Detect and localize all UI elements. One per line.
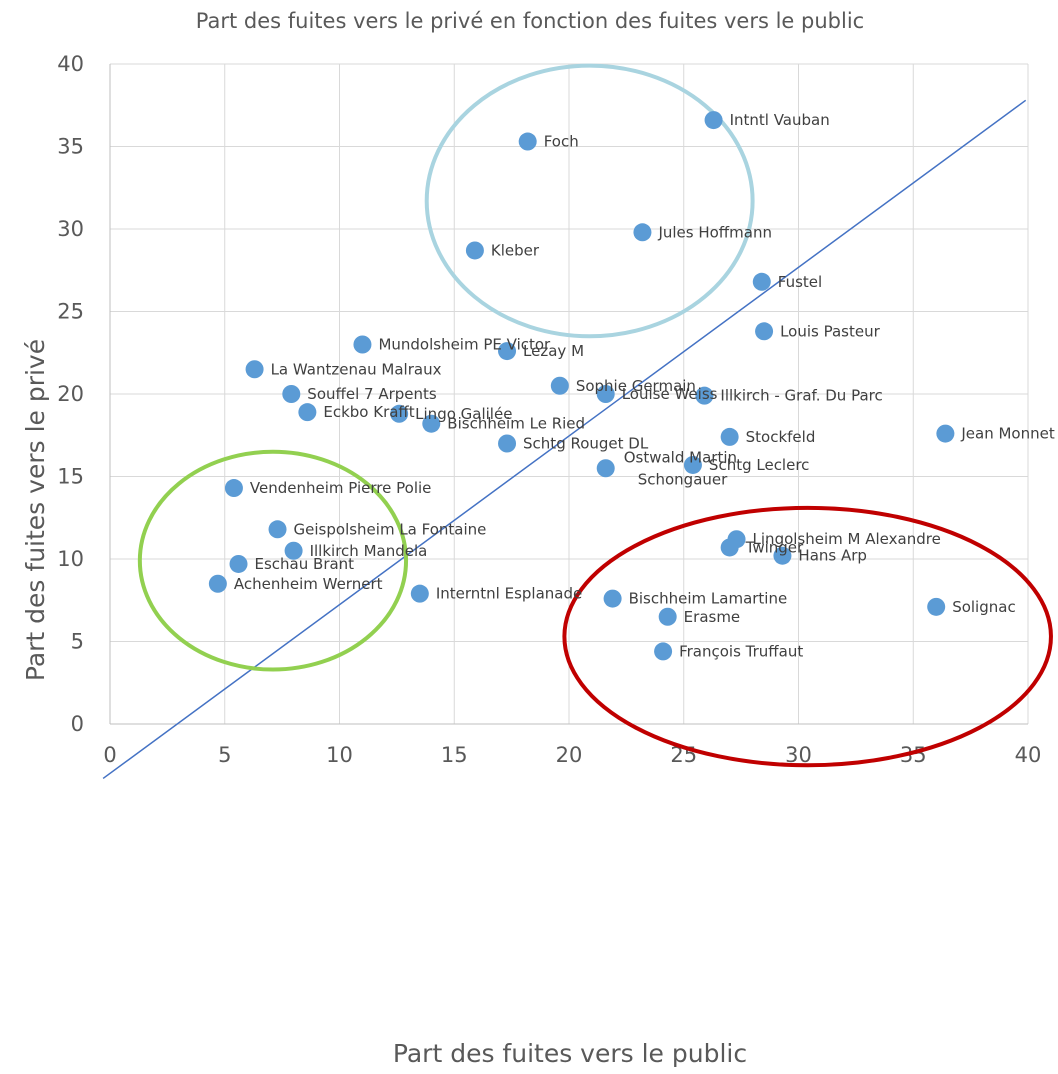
y-tick-label: 40 bbox=[57, 52, 84, 76]
point-label: Intntl Vauban bbox=[730, 111, 830, 129]
y-tick-label: 10 bbox=[57, 547, 84, 571]
data-point bbox=[658, 607, 677, 626]
point-label: Kleber bbox=[491, 241, 540, 259]
data-point bbox=[695, 386, 714, 405]
point-label: Souffel 7 Arpents bbox=[307, 385, 437, 403]
point-label: La Wantzenau Malraux bbox=[271, 360, 442, 378]
data-point bbox=[284, 541, 303, 560]
data-point bbox=[654, 642, 673, 661]
data-point bbox=[353, 335, 372, 354]
y-tick-label: 25 bbox=[57, 300, 84, 324]
point-label: Interntnl Esplanade bbox=[436, 585, 582, 603]
data-point bbox=[298, 403, 317, 422]
point-label: Illkirch - Graf. Du Parc bbox=[720, 387, 882, 405]
point-label: Eschau Brant bbox=[255, 555, 355, 573]
x-axis-title: Part des fuites vers le public bbox=[393, 1039, 747, 1068]
data-point bbox=[390, 404, 409, 423]
point-label: Bischheim Lamartine bbox=[629, 590, 788, 608]
y-tick-label: 30 bbox=[57, 217, 84, 241]
point-label: Schongauer bbox=[638, 470, 728, 488]
point-label: Jules Hoffmann bbox=[657, 223, 772, 241]
point-label: Erasme bbox=[684, 608, 741, 626]
data-point bbox=[282, 385, 301, 403]
point-label: Lingolsheim M Alexandre bbox=[753, 530, 941, 548]
data-point bbox=[498, 342, 517, 361]
point-label: Eckbo Krafft bbox=[323, 403, 414, 421]
point-label: Jean Monnet bbox=[960, 425, 1054, 443]
point-label: Solignac bbox=[952, 598, 1016, 616]
data-point bbox=[596, 459, 615, 478]
data-point bbox=[224, 479, 243, 498]
point-label: Hans Arp bbox=[798, 547, 867, 565]
y-axis-title: Part des fuites vers le privé bbox=[21, 339, 50, 681]
data-point bbox=[720, 538, 739, 557]
y-tick-label: 35 bbox=[57, 135, 84, 159]
y-tick-label: 20 bbox=[57, 382, 84, 406]
x-tick-label: 40 bbox=[1015, 743, 1042, 767]
point-label: Sophie Germain bbox=[576, 377, 696, 395]
data-point bbox=[422, 414, 441, 433]
data-point bbox=[773, 546, 792, 565]
x-tick-label: 20 bbox=[556, 743, 583, 767]
point-label: François Truffaut bbox=[679, 642, 803, 660]
data-point bbox=[465, 241, 484, 260]
x-tick-label: 10 bbox=[326, 743, 353, 767]
highlight-ellipse bbox=[137, 449, 409, 672]
point-label: Louis Pasteur bbox=[780, 322, 881, 340]
data-point bbox=[498, 434, 517, 453]
trendline bbox=[102, 99, 1027, 780]
point-label: Illkirch Mandela bbox=[310, 542, 428, 560]
data-points bbox=[208, 111, 955, 661]
x-tick-label: 5 bbox=[218, 743, 231, 767]
data-point bbox=[268, 520, 287, 539]
data-point bbox=[229, 554, 248, 573]
y-tick-label: 15 bbox=[57, 465, 84, 489]
y-tick-label: 5 bbox=[71, 630, 84, 654]
data-point bbox=[245, 360, 264, 379]
point-label: Geispolsheim La Fontaine bbox=[294, 520, 487, 538]
data-point bbox=[410, 584, 429, 603]
data-point bbox=[550, 376, 569, 395]
point-label: Lezay M bbox=[523, 342, 584, 360]
point-label: Ostwald Martin bbox=[624, 448, 737, 466]
data-point bbox=[596, 385, 615, 403]
point-label: Foch bbox=[544, 133, 579, 151]
highlight-ellipse bbox=[424, 63, 755, 339]
point-label: Fustel bbox=[778, 273, 822, 291]
data-point bbox=[633, 223, 652, 242]
highlight-ellipses bbox=[137, 63, 1053, 768]
point-label: Louise Weiss bbox=[622, 385, 718, 403]
data-point bbox=[208, 574, 227, 593]
data-point bbox=[720, 427, 739, 446]
y-tick-label: 0 bbox=[71, 712, 84, 736]
point-label: Twinger bbox=[745, 538, 804, 556]
point-label: Schtg Rouget DL bbox=[523, 435, 649, 453]
data-point bbox=[936, 424, 955, 443]
point-label: Mundolsheim PE Victor bbox=[378, 336, 551, 354]
data-point bbox=[518, 132, 537, 151]
point-label: Vendenheim Pierre Polie bbox=[250, 479, 431, 497]
point-label: Stockfeld bbox=[746, 428, 816, 446]
data-point bbox=[755, 322, 774, 341]
data-point bbox=[927, 597, 946, 616]
data-point bbox=[704, 111, 723, 130]
point-label: Lingo Galilée bbox=[415, 405, 512, 423]
grid bbox=[110, 63, 1029, 724]
data-point bbox=[603, 589, 622, 608]
data-point bbox=[752, 272, 771, 291]
point-label: Achenheim Wernert bbox=[234, 575, 383, 593]
trendline-layer bbox=[102, 99, 1027, 780]
x-tick-label: 0 bbox=[103, 743, 116, 767]
chart-title: Part des fuites vers le privé en fonctio… bbox=[196, 9, 864, 33]
data-point bbox=[683, 455, 702, 474]
highlight-ellipse bbox=[562, 505, 1053, 768]
point-label: Bischheim Le Ried bbox=[447, 415, 585, 433]
point-labels: Intntl Vauban Foch Jules Hoffmann Kleber Fus… bbox=[234, 111, 1055, 660]
x-tick-label: 15 bbox=[441, 743, 468, 767]
point-label: Schtg Leclerc bbox=[709, 456, 810, 474]
